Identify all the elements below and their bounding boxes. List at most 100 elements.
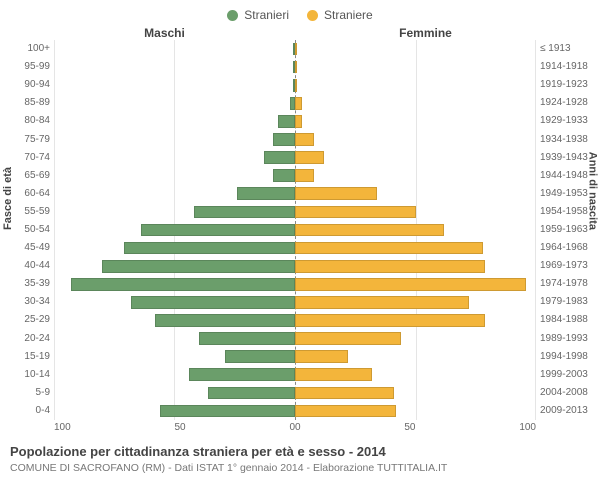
legend-label-male: Stranieri [244,8,289,22]
bar-female [295,151,324,164]
y-axis-right: ≤ 19131914-19181919-19231924-19281929-19… [536,40,590,420]
pyramid-row [54,275,536,293]
birth-year-label: 2009-2013 [540,402,588,420]
bar-female [295,296,469,309]
pyramid-row [54,330,536,348]
bar-male [71,278,295,291]
legend-label-female: Straniere [324,8,373,22]
birth-year-label: ≤ 1913 [540,40,571,58]
birth-year-label: 1959-1963 [540,221,588,239]
legend-swatch-female [307,10,318,21]
bar-male [199,332,295,345]
pyramid-row [54,112,536,130]
bar-female [295,224,444,237]
birth-year-label: 1989-1993 [540,330,588,348]
birth-year-label: 1949-1953 [540,185,588,203]
bar-male [160,405,295,418]
birth-year-label: 1919-1923 [540,76,588,94]
legend-swatch-male [227,10,238,21]
birth-year-label: 1929-1933 [540,112,588,130]
plot-area: Fasce di età Anni di nascita 100+95-9990… [10,40,590,420]
age-label: 95-99 [24,58,50,76]
pyramid-row [54,221,536,239]
bar-female [295,350,348,363]
bar-male [225,350,295,363]
pyramid-row [54,257,536,275]
age-label: 90-94 [24,76,50,94]
bar-male [264,151,295,164]
y-axis-right-title: Anni di nascita [586,152,598,230]
birth-year-label: 1994-1998 [540,348,588,366]
age-label: 45-49 [24,239,50,257]
pyramid-row [54,311,536,329]
bar-male [273,133,295,146]
age-label: 75-79 [24,130,50,148]
age-label: 5-9 [36,384,50,402]
age-label: 85-89 [24,94,50,112]
column-header-left: Maschi [54,26,295,40]
birth-year-label: 1914-1918 [540,58,588,76]
birth-year-label: 1984-1988 [540,311,588,329]
bar-male [194,206,295,219]
pyramid-row [54,167,536,185]
pyramid-row [54,203,536,221]
bars-area [54,40,536,420]
pyramid-row [54,94,536,112]
population-pyramid-chart: Stranieri Straniere Maschi Femmine Fasce… [0,0,600,500]
bar-male [155,314,295,327]
legend-item-male: Stranieri [227,8,289,22]
bar-female [295,43,297,56]
pyramid-row [54,402,536,420]
pyramid-row [54,293,536,311]
bar-female [295,61,297,74]
age-label: 25-29 [24,311,50,329]
birth-year-label: 1964-1968 [540,239,588,257]
age-label: 10-14 [24,366,50,384]
bar-female [295,387,394,400]
legend: Stranieri Straniere [10,8,590,22]
bar-female [295,97,302,110]
birth-year-label: 1999-2003 [540,366,588,384]
birth-year-label: 1979-1983 [540,293,588,311]
pyramid-row [54,130,536,148]
pyramid-row [54,76,536,94]
bar-male [141,224,295,237]
pyramid-row [54,149,536,167]
birth-year-label: 1974-1978 [540,275,588,293]
birth-year-label: 1944-1948 [540,167,588,185]
age-label: 30-34 [24,293,50,311]
birth-year-label: 1954-1958 [540,203,588,221]
bar-male [131,296,295,309]
bar-female [295,206,416,219]
age-label: 40-44 [24,257,50,275]
age-label: 80-84 [24,112,50,130]
bar-female [295,332,401,345]
birth-year-label: 2004-2008 [540,384,588,402]
age-label: 15-19 [24,348,50,366]
bar-female [295,133,314,146]
age-label: 55-59 [24,203,50,221]
bar-male [189,368,295,381]
x-tick: 100 [519,422,536,433]
legend-item-female: Straniere [307,8,373,22]
column-header-right: Femmine [295,26,536,40]
pyramid-row [54,348,536,366]
birth-year-label: 1924-1928 [540,94,588,112]
y-axis-left: 100+95-9990-9485-8980-8475-7970-7465-696… [10,40,54,420]
bar-female [295,368,372,381]
x-tick: 100 [54,422,71,433]
bar-male [208,387,295,400]
bar-male [237,187,295,200]
column-headers: Maschi Femmine [10,26,590,40]
pyramid-row [54,239,536,257]
bar-female [295,187,377,200]
pyramid-row [54,366,536,384]
birth-year-label: 1939-1943 [540,149,588,167]
bar-female [295,260,485,273]
bar-male [124,242,295,255]
pyramid-row [54,40,536,58]
bar-female [295,169,314,182]
caption-subtitle: COMUNE DI SACROFANO (RM) - Dati ISTAT 1°… [10,461,590,475]
age-label: 100+ [27,40,50,58]
bar-male [273,169,295,182]
